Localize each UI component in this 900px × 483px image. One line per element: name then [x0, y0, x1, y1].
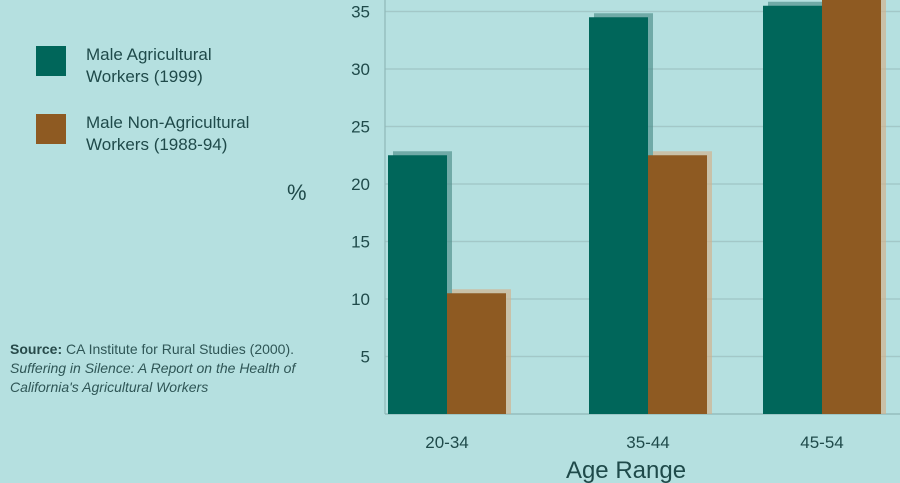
source-text: CA Institute for Rural Studies (2000). — [66, 341, 295, 357]
bar — [447, 293, 506, 414]
legend: Male Agricultural Workers (1999) Male No… — [36, 44, 256, 156]
source-citation: Source: CA Institute for Rural Studies (… — [10, 340, 330, 397]
y-tick-label: 20 — [351, 175, 370, 194]
x-tick-label: 35-44 — [626, 433, 669, 452]
legend-item-agricultural: Male Agricultural Workers (1999) — [36, 44, 256, 88]
x-tick-label: 20-34 — [425, 433, 468, 452]
source-label: Source: — [10, 341, 63, 357]
x-tick-labels: 20-34 35-44 45-54 — [425, 433, 843, 452]
legend-label-non-agricultural: Male Non-Agricultural Workers (1988-94) — [86, 113, 250, 154]
y-tick-label: 30 — [351, 60, 370, 79]
bar — [648, 155, 707, 414]
bars — [388, 0, 886, 414]
bar — [589, 17, 648, 414]
y-tick-label: 5 — [361, 348, 370, 367]
bar — [763, 5, 822, 414]
legend-swatch-agricultural — [36, 46, 66, 76]
y-tick-label: 10 — [351, 290, 370, 309]
legend-swatch-non-agricultural — [36, 114, 66, 144]
y-tick-label: 15 — [351, 233, 370, 252]
bar — [822, 0, 881, 414]
bar — [388, 155, 447, 414]
y-tick-label: 35 — [351, 3, 370, 22]
legend-label-agricultural: Male Agricultural Workers (1999) — [86, 45, 212, 86]
x-tick-label: 45-54 — [800, 433, 843, 452]
x-axis-label: Age Range — [566, 457, 686, 483]
y-axis-label: % — [287, 180, 307, 205]
source-title: Suffering in Silence: A Report on the He… — [10, 360, 296, 395]
legend-item-non-agricultural: Male Non-Agricultural Workers (1988-94) — [36, 112, 256, 156]
y-tick-labels: 5 10 15 20 25 30 35 — [351, 3, 370, 367]
y-tick-label: 25 — [351, 118, 370, 137]
